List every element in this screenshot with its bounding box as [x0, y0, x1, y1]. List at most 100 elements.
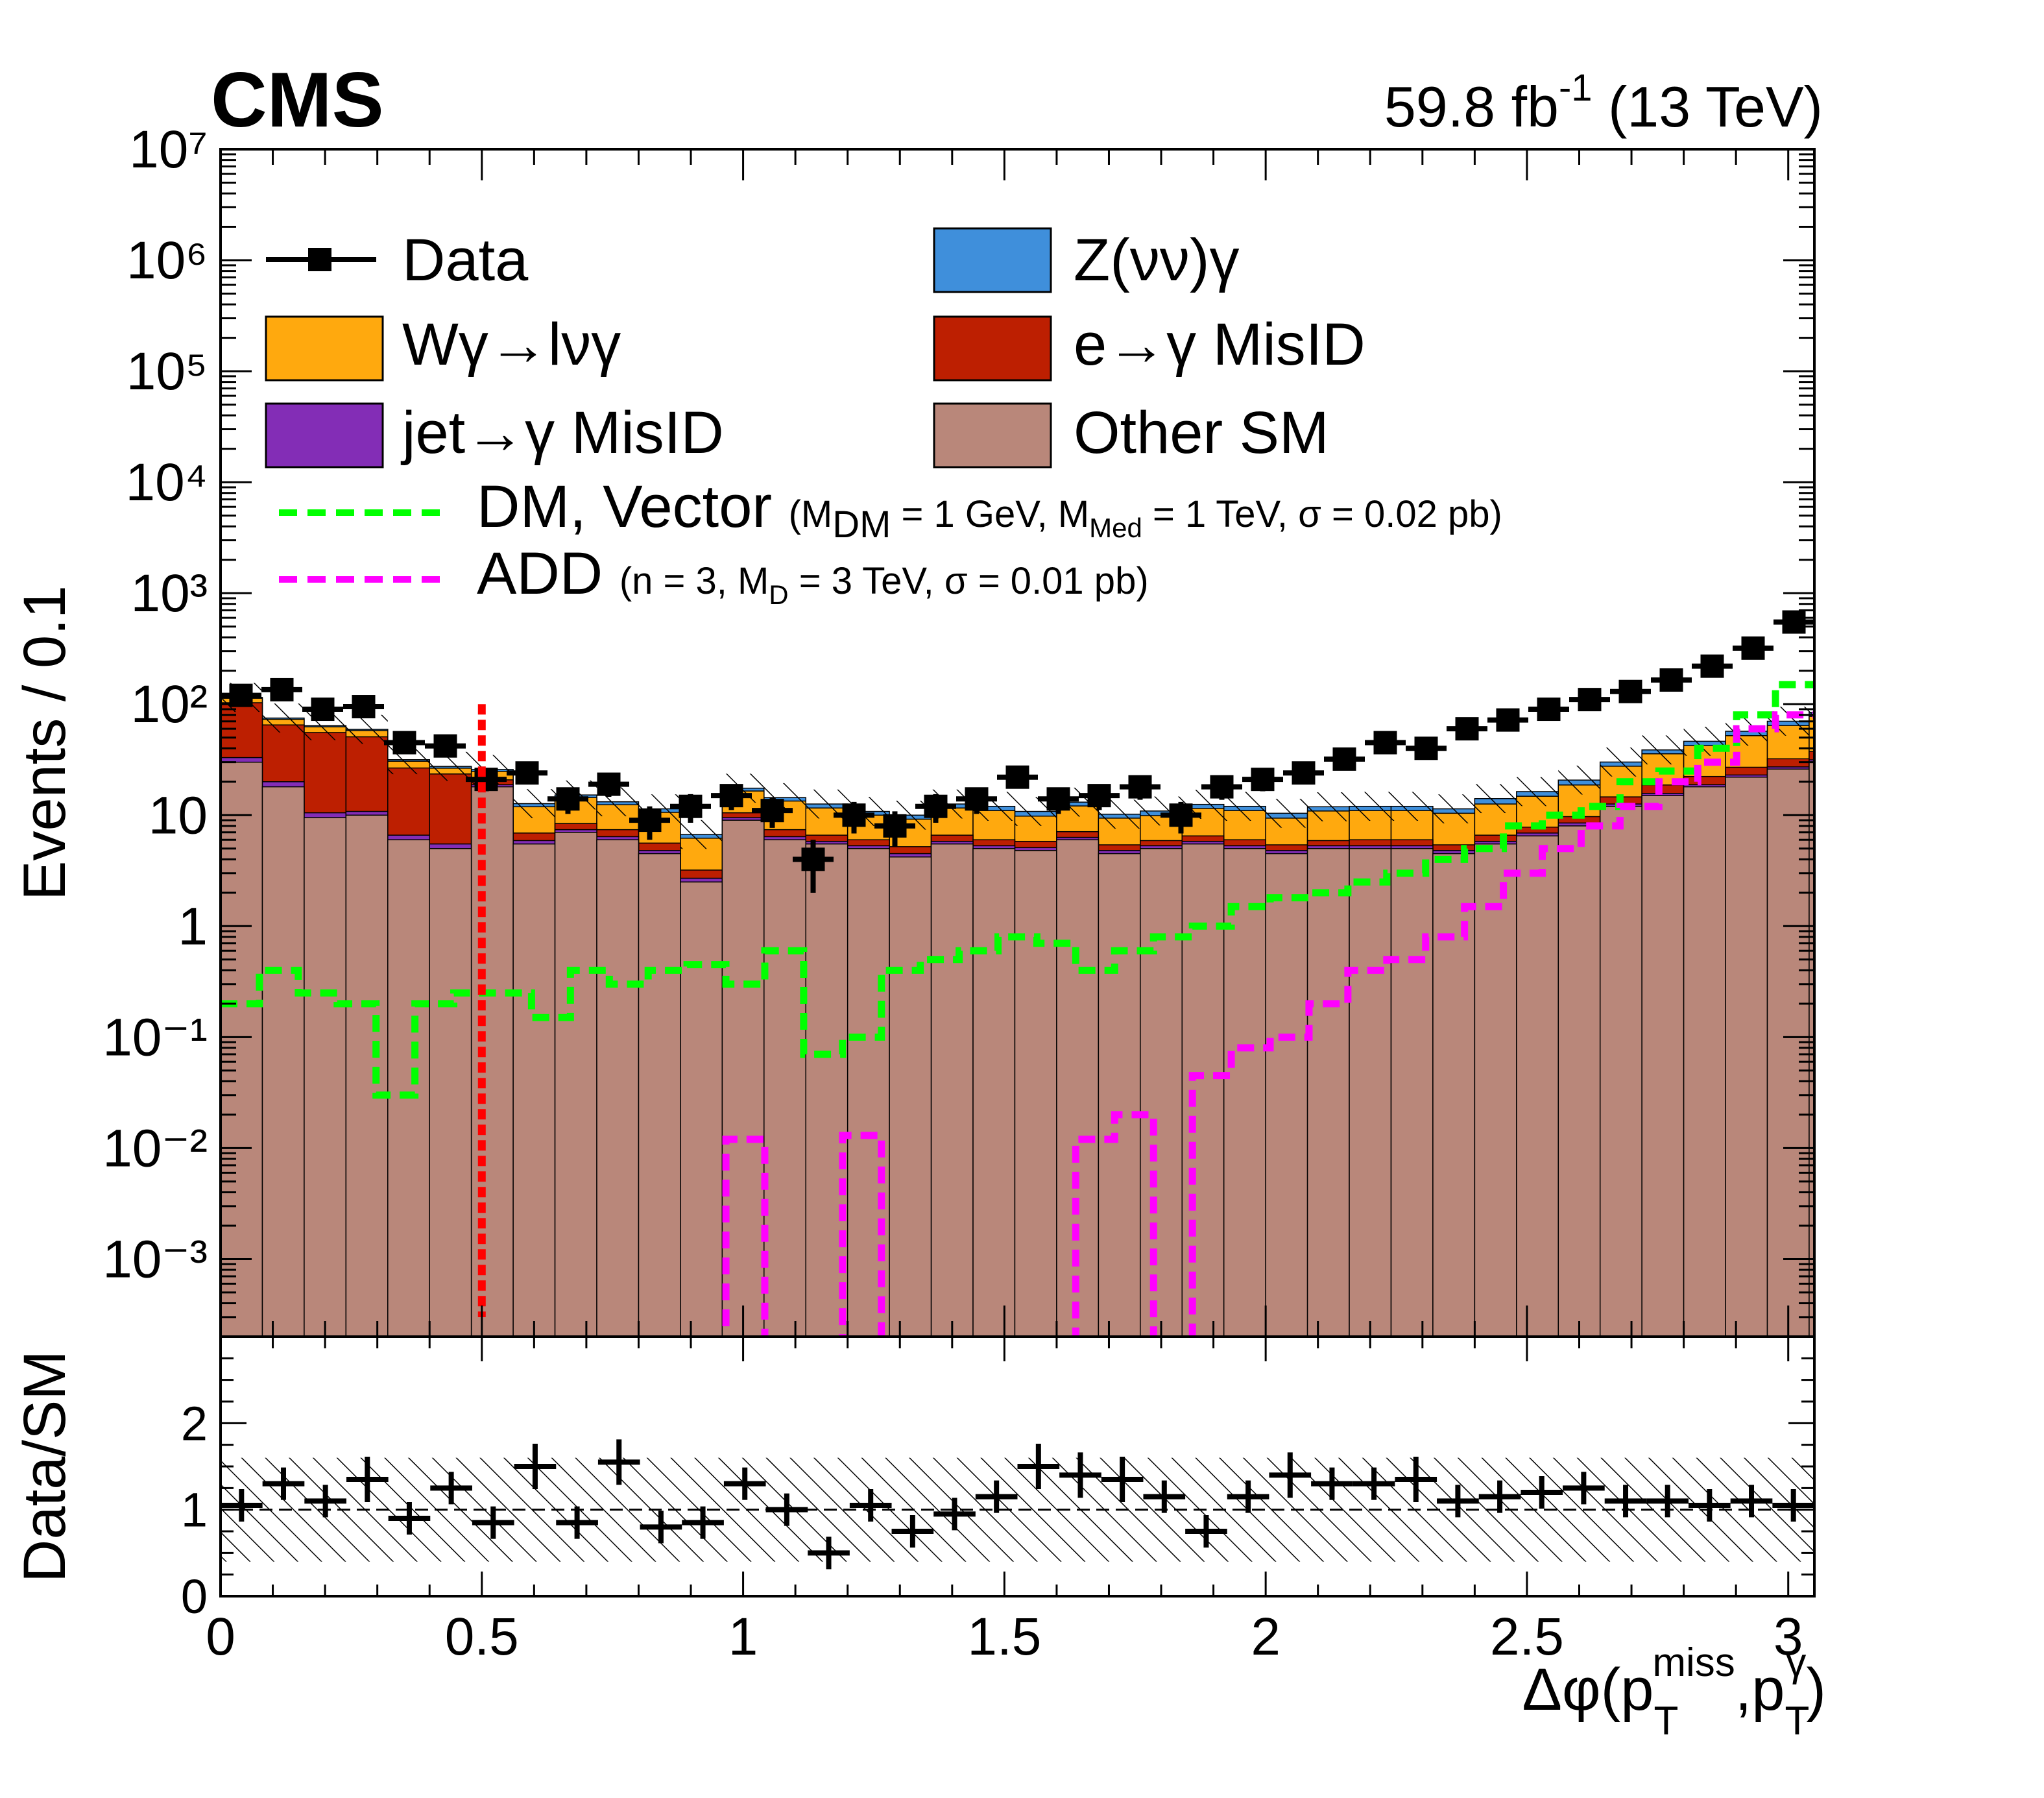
ratio-point [346, 1457, 389, 1502]
y-tick-label: 10 [149, 786, 208, 845]
stack-bar-othersm [1766, 768, 1810, 1337]
legend-data-marker [308, 248, 331, 271]
ratio-point [304, 1485, 346, 1518]
ratio-point [1437, 1485, 1479, 1518]
ratio-point [1604, 1485, 1647, 1518]
stack-uncertainty [1642, 735, 1684, 765]
stack-bar-othersm [638, 853, 681, 1337]
data-point [343, 695, 384, 719]
stack-uncertainty [1391, 792, 1433, 821]
stack-bar-othersm [1641, 795, 1685, 1337]
stack-uncertainty [513, 789, 555, 818]
data-point [1038, 787, 1079, 814]
data-point [547, 787, 588, 814]
data-point [752, 797, 793, 828]
ratio-point [1689, 1489, 1731, 1522]
stack-bar-othersm [805, 843, 848, 1337]
ratio-point [849, 1489, 892, 1522]
y-tick-label: 10⁷ [129, 120, 208, 179]
x-tick-label: 0.5 [445, 1607, 519, 1666]
stack-bar-othersm [1306, 848, 1350, 1337]
data-point [997, 765, 1038, 789]
legend-eg-swatch [933, 315, 1052, 382]
stack-bar-othersm [261, 786, 305, 1337]
stack-bar-othersm [1516, 835, 1559, 1337]
stack-uncertainty [1266, 799, 1308, 828]
x-tick-label: 2 [1251, 1607, 1281, 1666]
stack-bar-othersm [1599, 805, 1642, 1337]
data-point [1447, 717, 1487, 741]
data-point [1733, 636, 1773, 660]
stack-uncertainty [262, 703, 304, 733]
data-point [221, 683, 261, 707]
stack-uncertainty [680, 820, 723, 849]
stack-bar-othersm [470, 786, 514, 1337]
data-point [629, 806, 670, 840]
ratio-point [1563, 1472, 1605, 1505]
legend-zg-swatch [933, 227, 1052, 293]
data-point [670, 794, 711, 823]
ratio-y-tick-labels: 0 1 2 [181, 1396, 208, 1623]
stack-bar-othersm [1265, 853, 1308, 1337]
ratio-point [472, 1506, 514, 1539]
ratio-point [723, 1467, 766, 1500]
ratio-point [975, 1480, 1018, 1513]
ratio-y-tick-label: 1 [181, 1483, 208, 1537]
ratio-point [1185, 1515, 1227, 1548]
ratio-point [1521, 1476, 1563, 1509]
data-point [1569, 688, 1610, 712]
x-tick-label: 3 [1773, 1607, 1803, 1666]
stack-bar-othersm [1683, 786, 1726, 1337]
stack-bar-othersm [1098, 853, 1141, 1337]
x-tick-label: 1.5 [967, 1607, 1041, 1666]
legend: Data Z(νν)γ Wγ→lνγ e→γ MisID jet→γ MisID… [265, 227, 1502, 610]
ratio-point [1227, 1480, 1269, 1513]
stack-uncertainty [1349, 792, 1391, 821]
x-tick-labels: 0 0.5 1 1.5 2 2.5 3 [206, 1607, 1803, 1666]
legend-jet-label: jet→γ MisID [400, 400, 724, 466]
y-tick-label: 10⁵ [126, 342, 208, 401]
y-tick-label: 10³ [130, 564, 208, 623]
stack-bar-othersm [972, 848, 1016, 1337]
stack-bar-othersm [596, 839, 640, 1337]
ratio-point [1478, 1480, 1521, 1513]
data-point [302, 698, 343, 722]
ratio-point [1059, 1452, 1101, 1498]
main-axis-ticks [219, 148, 1814, 1338]
data-point [1610, 679, 1651, 703]
ratio-point [933, 1498, 976, 1531]
data-point [261, 677, 302, 701]
stack-bar-othersm [1223, 848, 1266, 1337]
signal-lines [221, 681, 1814, 1337]
data-point [1528, 698, 1569, 722]
x-axis-label: Δφ(pTmiss,pTγ) [1522, 1640, 1826, 1743]
ratio-point [262, 1467, 305, 1500]
data-point [1242, 768, 1283, 792]
ratio-y-tick-label: 0 [181, 1570, 208, 1623]
stack-uncertainty [1516, 777, 1559, 807]
x-tick-label: 2.5 [1490, 1607, 1564, 1666]
add-signal-line [221, 711, 1814, 1337]
data-point [384, 731, 425, 755]
data-point [1365, 731, 1406, 755]
stack-uncertainty [346, 714, 388, 744]
dm-signal-line [221, 681, 1814, 1099]
ratio-point [1101, 1457, 1144, 1502]
ratio-point [388, 1502, 431, 1535]
ratio-point [221, 1489, 263, 1522]
stack-bar-othersm [1557, 825, 1601, 1337]
legend-add-label: ADD (n = 3, MD = 3 TeV, σ = 0.01 pb) [477, 541, 1149, 610]
ratio-point [1143, 1480, 1186, 1513]
stack-histogram [221, 628, 1814, 1337]
ratio-point [1646, 1485, 1689, 1518]
ratio-point [640, 1511, 682, 1544]
stack-bar-othersm [889, 856, 932, 1337]
ratio-point [891, 1515, 934, 1548]
legend-wg-label: Wγ→lνγ [402, 311, 621, 378]
stack-uncertainty [1307, 792, 1350, 821]
y-tick-label: 10⁴ [126, 453, 208, 512]
data-point [711, 784, 752, 810]
data-points [221, 610, 1814, 893]
stack-bar-othersm [930, 843, 974, 1337]
